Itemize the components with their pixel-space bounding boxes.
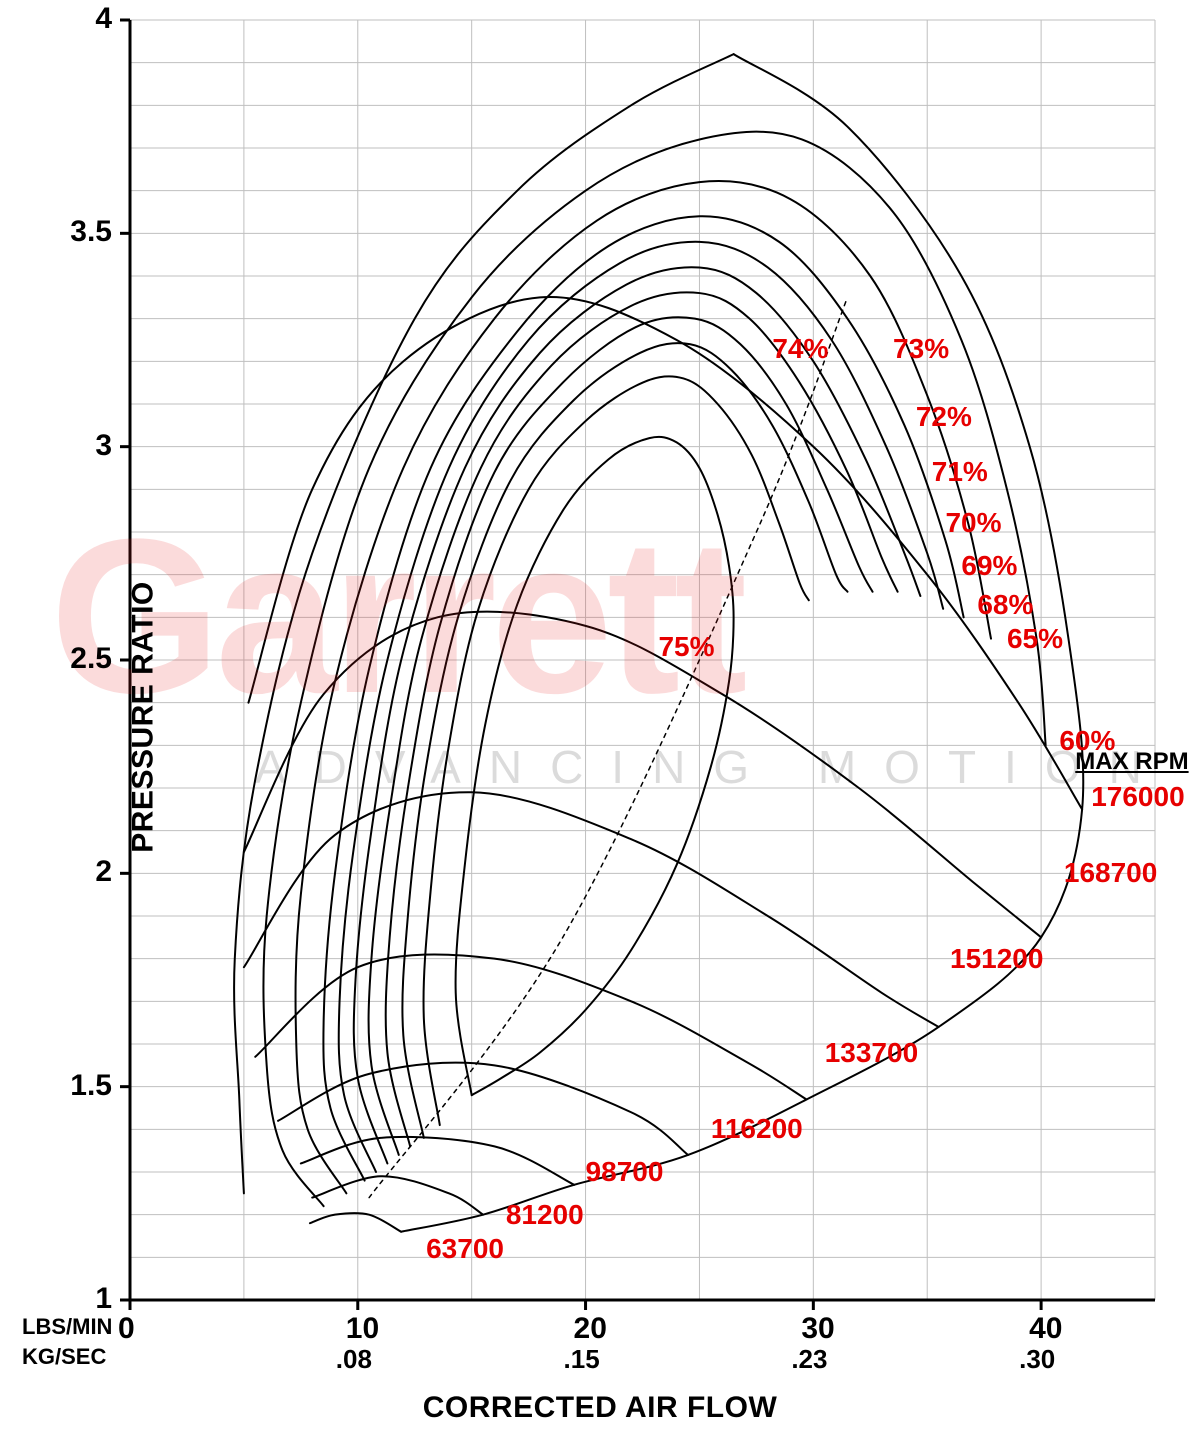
rpm-label: 98700 [586,1156,664,1188]
efficiency-label: 73% [893,333,949,365]
efficiency-label: 71% [932,456,988,488]
rpm-label: 63700 [426,1233,504,1265]
efficiency-label: 70% [945,507,1001,539]
y-axis-label: PRESSURE RATIO [127,581,161,852]
y-tick-label: 3 [95,429,112,463]
max-rpm-label: MAX RPM [1075,748,1188,776]
rpm-label: 168700 [1064,857,1157,889]
y-tick-label: 3.5 [70,215,112,249]
x-tick-label: 20 [574,1312,607,1346]
x-tick-secondary-label: .23 [791,1344,827,1375]
y-tick-label: 1 [95,1282,112,1316]
y-tick-label: 4 [95,2,112,36]
x-unit-secondary: KG/SEC [22,1344,106,1370]
rpm-label: 81200 [506,1199,584,1231]
x-tick-label: 10 [346,1312,379,1346]
efficiency-label: 75% [658,631,714,663]
rpm-label: 151200 [950,943,1043,975]
x-axis-label: CORRECTED AIR FLOW [423,1391,778,1425]
efficiency-label: 65% [1007,623,1063,655]
rpm-label: 116200 [711,1113,803,1145]
efficiency-label: 74% [772,333,828,365]
x-tick-label: 0 [118,1312,135,1346]
efficiency-label: 69% [961,550,1017,582]
x-tick-label: 30 [801,1312,834,1346]
x-tick-secondary-label: .30 [1019,1344,1055,1375]
x-tick-label: 40 [1029,1312,1062,1346]
y-tick-label: 1.5 [70,1069,112,1103]
x-tick-secondary-label: .08 [336,1344,372,1375]
rpm-label: 133700 [825,1037,918,1069]
efficiency-label: 72% [916,401,972,433]
efficiency-label: 68% [977,589,1033,621]
watermark-sub: ADVANCING MOTION [255,740,1170,794]
x-unit-primary: LBS/MIN [22,1314,112,1340]
x-tick-secondary-label: .15 [564,1344,600,1375]
rpm-label: 176000 [1091,781,1184,813]
y-tick-label: 2.5 [70,642,112,676]
chart-container: Garrett ADVANCING MOTION PRESSURE RATIO … [0,0,1200,1433]
y-tick-label: 2 [95,855,112,889]
